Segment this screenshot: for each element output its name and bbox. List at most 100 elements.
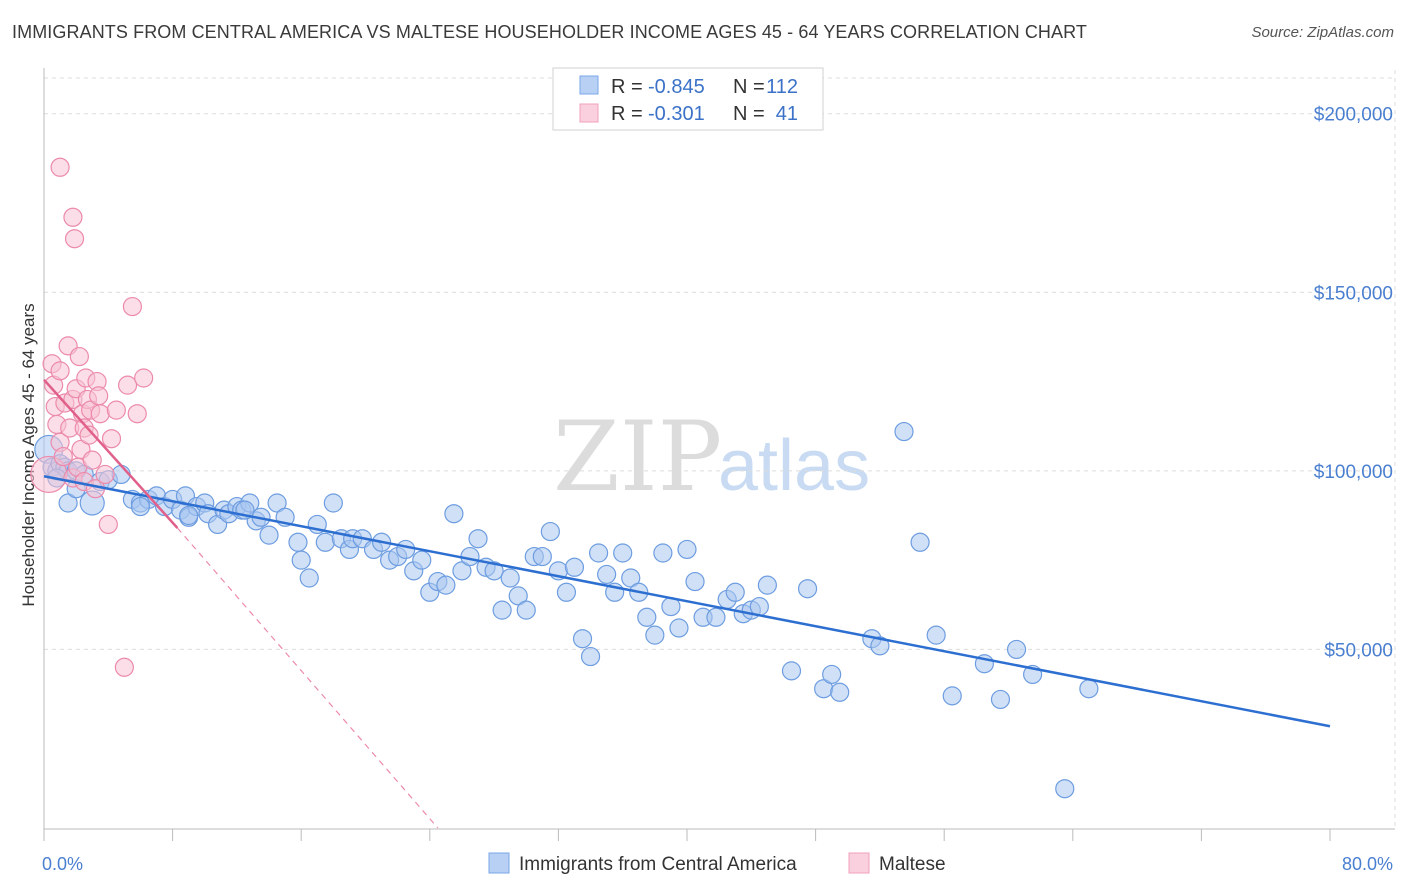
data-point-maltese (117, 375, 138, 395)
y-tick-label: $200,000 (1314, 105, 1393, 126)
data-point-central-america (942, 686, 962, 706)
legend-r-value-2: -0.301 (648, 103, 705, 125)
data-point-central-america (637, 607, 657, 627)
data-point-maltese (69, 346, 89, 367)
data-point-central-america (267, 493, 287, 513)
data-point-central-america (580, 646, 601, 667)
data-point-central-america (532, 546, 552, 567)
legend-r-label-2: R = (611, 103, 643, 125)
data-point-central-america (484, 561, 504, 581)
data-point-central-america (291, 550, 311, 570)
x-tick-label-min: 0.0% (42, 854, 83, 874)
correlation-legend: R = -0.845 N = 112 R = -0.301 N = 41 (552, 67, 824, 131)
series-maltese (30, 157, 154, 677)
bottom-legend-label-maltese: Maltese (879, 854, 946, 875)
trend-line-maltese-extension (176, 527, 439, 829)
data-point-central-america (452, 561, 472, 581)
data-point-central-america (706, 607, 726, 627)
data-point-central-america (621, 568, 641, 588)
data-point-central-america (1006, 639, 1027, 660)
chart-title: IMMIGRANTS FROM CENTRAL AMERICA VS MALTE… (12, 22, 1088, 42)
data-point-maltese (82, 450, 102, 470)
data-point-central-america (179, 505, 199, 526)
legend-n-label-1: N = (733, 76, 765, 98)
data-point-central-america (685, 571, 705, 592)
data-point-central-america (492, 600, 512, 620)
data-point-central-america (757, 575, 777, 595)
data-point-central-america (613, 543, 633, 563)
data-point-maltese (90, 404, 110, 424)
data-point-maltese (63, 207, 83, 227)
data-point-central-america (910, 532, 930, 552)
data-point-central-america (516, 600, 536, 620)
data-point-central-america (436, 575, 456, 595)
data-point-central-america (797, 579, 818, 599)
data-point-central-america (299, 568, 319, 588)
data-point-central-america (1079, 679, 1099, 699)
data-point-central-america (645, 625, 665, 645)
bottom-legend-swatch-blue (488, 852, 510, 874)
data-point-central-america (572, 629, 593, 649)
data-point-maltese (64, 229, 85, 249)
data-point-central-america (540, 521, 560, 542)
legend-swatch-pink (579, 103, 599, 123)
data-point-central-america (653, 543, 673, 563)
trend-line-central-america (43, 474, 1331, 728)
trend-line-maltese (43, 378, 179, 529)
data-point-central-america (130, 496, 151, 517)
data-point-maltese (134, 368, 154, 388)
data-point-maltese (106, 400, 126, 420)
data-point-central-america (315, 532, 335, 552)
trend-lines (43, 378, 1331, 829)
y-axis-label: Householder Income Ages 45 - 64 years (19, 303, 38, 606)
data-point-central-america (588, 543, 609, 563)
data-point-maltese (89, 386, 109, 406)
data-point-central-america (259, 525, 279, 545)
data-point-central-america (444, 504, 464, 524)
bottom-legend-label-central-america: Immigrants from Central America (519, 854, 797, 875)
data-point-central-america (396, 539, 416, 560)
data-point-central-america (412, 550, 432, 570)
data-point-central-america (990, 689, 1011, 710)
y-tick-label: $50,000 (1324, 640, 1393, 661)
data-point-central-america (556, 582, 577, 602)
x-tick-labels: 0.0% 80.0% (42, 854, 1393, 874)
watermark-zip: ZIP (553, 401, 722, 513)
data-point-central-america (58, 493, 78, 513)
data-point-central-america (926, 625, 946, 645)
data-point-maltese (122, 296, 143, 317)
data-point-central-america (822, 664, 842, 685)
data-point-maltese (79, 425, 99, 445)
data-point-maltese (95, 464, 115, 485)
data-point-central-america (669, 618, 689, 638)
data-point-maltese (101, 429, 122, 449)
legend-swatch-blue (579, 75, 599, 95)
data-point-maltese (53, 446, 73, 467)
data-point-central-america (564, 557, 585, 577)
data-point-central-america (725, 582, 745, 602)
legend-n-value-1: 112 (766, 76, 798, 98)
data-point-central-america (111, 464, 131, 485)
data-point-central-america (468, 529, 488, 549)
watermark: ZIP atlas (553, 401, 870, 513)
series-central-america (34, 421, 1099, 799)
legend-n-value-2: 41 (776, 103, 798, 125)
data-point-central-america (781, 661, 802, 681)
data-point-central-america (894, 421, 914, 442)
data-point-central-america (508, 586, 528, 606)
data-point-maltese (98, 514, 118, 535)
axes (43, 68, 1395, 841)
data-point-central-america (830, 682, 850, 702)
y-tick-label: $100,000 (1314, 462, 1393, 483)
data-point-central-america (500, 568, 520, 588)
data-point-maltese (127, 404, 147, 424)
data-point-maltese (50, 157, 70, 177)
x-tick-label-max: 80.0% (1342, 854, 1393, 874)
legend-r-label-1: R = (611, 76, 643, 98)
y-tick-labels: $50,000 $100,000 $150,000 $200,000 (1314, 105, 1393, 662)
watermark-atlas: atlas (718, 426, 870, 506)
data-point-maltese (50, 361, 70, 381)
data-point-maltese (114, 657, 134, 677)
bottom-legend-swatch-pink (848, 852, 870, 874)
